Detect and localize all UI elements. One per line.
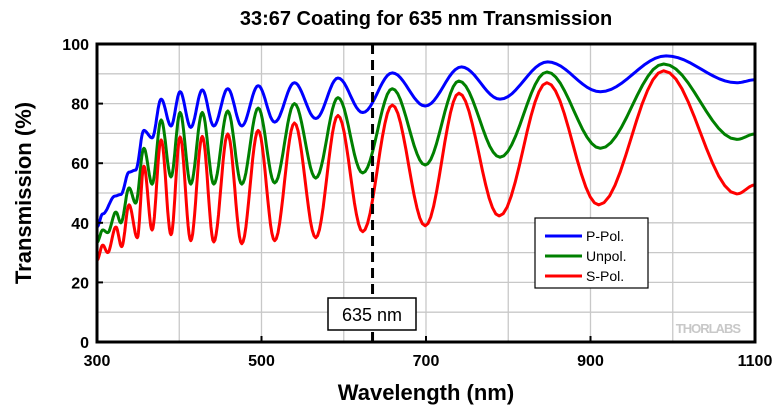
series-line-ppol — [96, 54, 755, 229]
x-tick-label: 500 — [248, 353, 275, 370]
thorlabs-watermark: THORLABS — [676, 321, 742, 336]
x-tick-label: 1100 — [738, 353, 773, 370]
x-tick-label: 900 — [577, 353, 604, 370]
x-tick-label: 700 — [413, 353, 440, 370]
y-tick-label: 100 — [62, 37, 89, 54]
x-axis-label: Wavelength (nm) — [338, 380, 514, 405]
y-tick-label: 80 — [71, 97, 89, 114]
y-tick-label: 60 — [71, 156, 89, 173]
series-line-unpol — [96, 62, 756, 244]
x-tick-label: 300 — [84, 353, 111, 370]
y-tick-label: 0 — [80, 335, 89, 352]
y-tick-label: 40 — [71, 216, 89, 233]
legend-label: P-Pol. — [586, 228, 624, 244]
series-line-spol — [96, 69, 756, 262]
legend-label: S-Pol. — [586, 268, 624, 284]
chart-title: 33:67 Coating for 635 nm Transmission — [240, 8, 612, 30]
annotation-box: 635 nm — [327, 297, 417, 331]
series-lines — [96, 54, 756, 262]
legend: P-Pol. Unpol. S-Pol. — [534, 217, 649, 289]
legend-label: Unpol. — [586, 248, 626, 264]
y-axis-label: Transmission (%) — [11, 102, 36, 284]
y-tick-label: 20 — [71, 275, 89, 292]
tick-labels: 300 500 700 900 1100 0 20 40 60 80 100 — [62, 37, 772, 370]
annotation-label: 635 nm — [342, 305, 402, 325]
